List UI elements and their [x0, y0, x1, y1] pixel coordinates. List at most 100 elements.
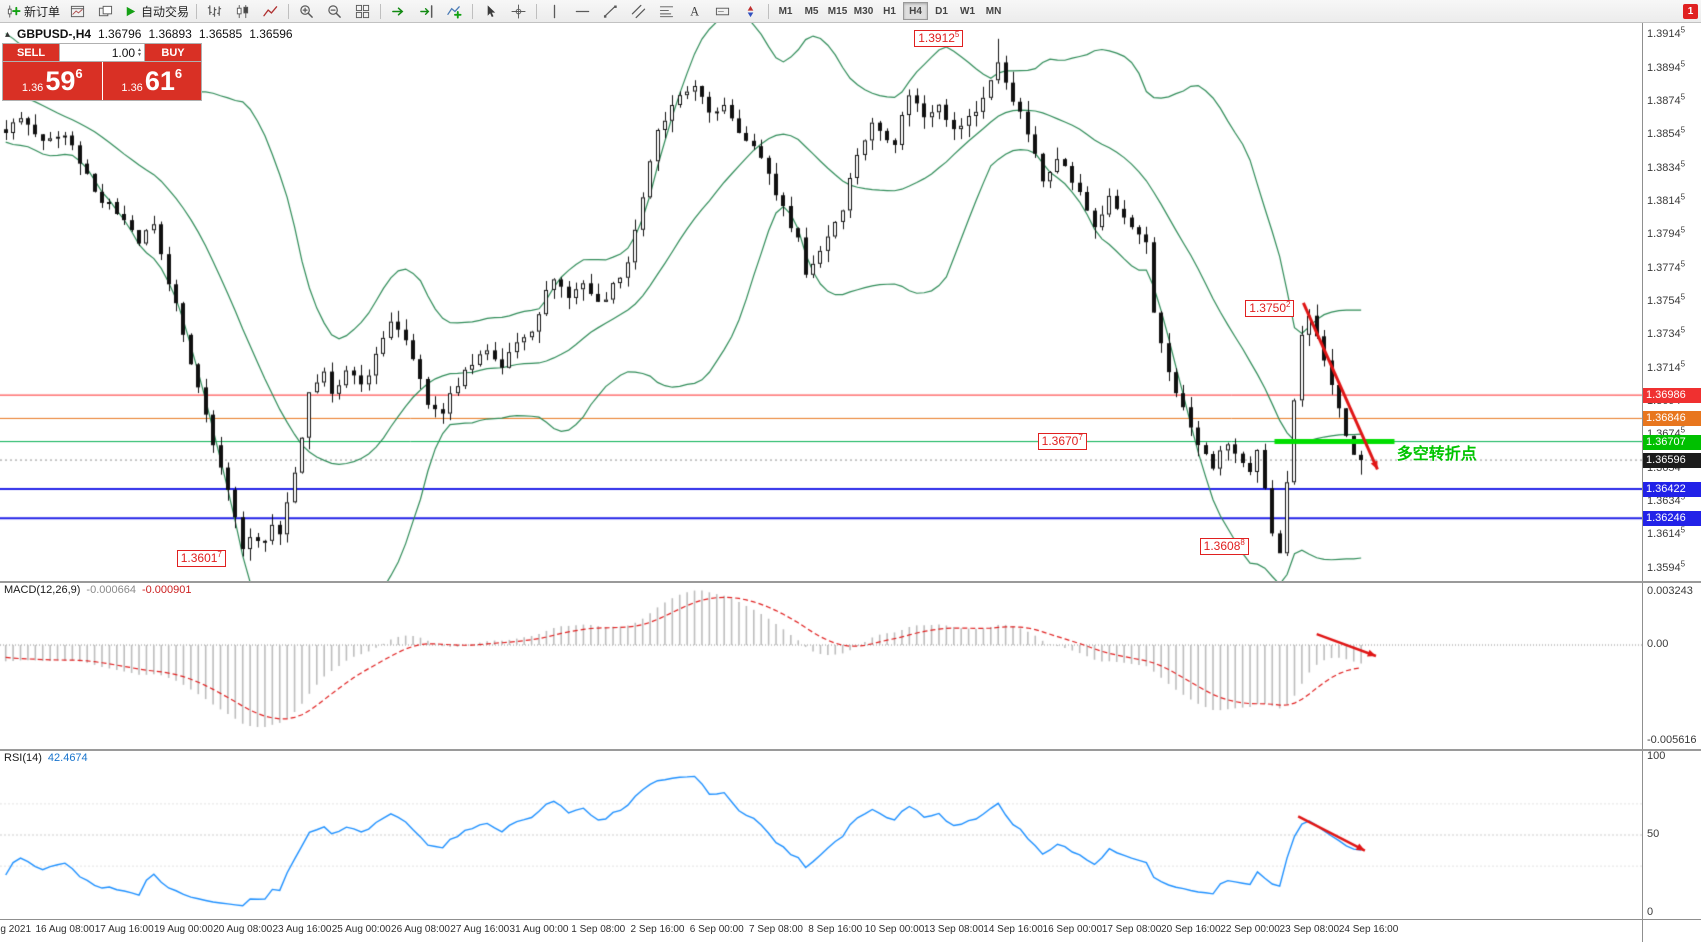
price-chart-canvas[interactable] [0, 23, 1642, 581]
text-button[interactable]: A [681, 1, 708, 22]
timeframe-m15-button[interactable]: M15 [827, 5, 848, 17]
channel-icon [631, 4, 646, 19]
timeframe-m5-button[interactable]: M5 [804, 5, 819, 17]
rsi-plot-area: RSI(14) 42.4674 [0, 751, 1642, 919]
macd-plot-area: MACD(12,26,9) -0.000664 -0.000901 [0, 583, 1642, 749]
toolbar-separator [768, 3, 770, 19]
buy-label: BUY [145, 44, 201, 61]
new-order-label: 新订单 [24, 4, 61, 19]
time-tick-label: 13 Sep 08:00 [924, 924, 984, 935]
time-tick-label: 23 Sep 08:00 [1279, 924, 1340, 935]
level-price-chip: 1.36986 [1643, 388, 1701, 404]
macd-axis-label: 0.003243 [1647, 585, 1693, 597]
indicators-list-button[interactable] [441, 1, 468, 22]
line-chart-button[interactable] [257, 1, 284, 22]
panel-separator[interactable] [0, 749, 1701, 751]
auto-trading-button[interactable]: 自动交易 [120, 1, 192, 22]
macd-axis-label: 0.00 [1647, 638, 1669, 651]
macd-main-value: -0.000664 [86, 584, 136, 596]
timeframe-mn-button[interactable]: MN [985, 5, 1002, 17]
panel-separator[interactable] [0, 581, 1701, 583]
main-toolbar: 新订单 自动交易 A M1 M5 M15 M30 H1 H4 D1 W1 MN 1 [0, 0, 1701, 23]
bar-chart-button[interactable] [201, 1, 228, 22]
candlestick-chart-button[interactable] [229, 1, 256, 22]
chart-shift-icon [419, 4, 434, 19]
time-tick-label: 17 Aug 16:00 [94, 924, 154, 935]
zoom-out-button[interactable] [321, 1, 348, 22]
macd-canvas[interactable] [0, 583, 1642, 749]
rsi-axis[interactable]: 100 50 0 [1642, 751, 1701, 919]
annotation-text[interactable]: 多空转折点 [1396, 445, 1477, 463]
sell-button[interactable]: 1.36 59 6 [3, 62, 102, 100]
price-callout-label[interactable]: 1.37502 [1245, 300, 1295, 318]
price-tick-label: 1.38545 [1647, 125, 1686, 141]
time-tick-label: 31 Aug 00:00 [509, 924, 569, 935]
timeframe-w1-button[interactable]: W1 [960, 5, 976, 17]
sell-price-big: 59 [45, 66, 76, 96]
chart-shift-button[interactable] [413, 1, 440, 22]
text-label-button[interactable] [709, 1, 736, 22]
new-chart-icon [70, 4, 85, 19]
volume-spinner[interactable]: ▲ ▼ [137, 46, 142, 58]
label-icon [715, 4, 730, 19]
macd-signal-value: -0.000901 [141, 584, 192, 596]
zoom-in-button[interactable] [293, 1, 320, 22]
time-tick-label: 20 Sep 16:00 [1161, 924, 1221, 935]
price-tick-label: 1.37745 [1647, 259, 1686, 274]
toolbar-separator [288, 3, 290, 19]
price-axis[interactable]: 1.39145 1.38945 1.38745 1.38545 1.38345 1.381… [1642, 23, 1701, 581]
indicators-icon [447, 4, 462, 19]
ohlc-close: 1.36596 [249, 27, 293, 41]
trendline-button[interactable] [597, 1, 624, 22]
tile-windows-button[interactable] [349, 1, 376, 22]
price-tick-label: 1.38145 [1647, 192, 1686, 208]
rsi-name: RSI(14) [4, 752, 42, 764]
time-tick-label: 17 Sep 08:00 [1101, 924, 1162, 935]
line-chart-icon [263, 4, 278, 19]
timeframe-m1-button[interactable]: M1 [778, 5, 793, 17]
new-order-button[interactable]: 新订单 [3, 1, 63, 22]
crosshair-button[interactable] [505, 1, 532, 22]
sell-price-pip: 6 [75, 66, 83, 81]
cursor-button[interactable] [477, 1, 504, 22]
macd-axis[interactable]: 0.003243 0.00 -0.005616 [1642, 583, 1701, 749]
time-tick-label: 2 Sep 16:00 [630, 924, 685, 935]
buy-button[interactable]: 1.36 61 6 [102, 62, 201, 100]
price-tick-label: 1.36145 [1647, 525, 1686, 541]
price-callout-label[interactable]: 1.36017 [176, 549, 226, 567]
time-tick-label: 27 Aug 16:00 [450, 924, 510, 935]
collapse-panel-icon[interactable]: ▴ [5, 28, 11, 40]
horizontal-line-button[interactable] [569, 1, 596, 22]
timeframe-m30-button[interactable]: M30 [853, 5, 874, 17]
notification-badge[interactable]: 1 [1683, 3, 1698, 19]
fibo-icon [659, 4, 674, 19]
timeframe-h1-button[interactable]: H1 [883, 5, 896, 17]
volume-input[interactable]: 1.00 ▲ ▼ [59, 44, 145, 61]
fibonacci-retracement-button[interactable] [653, 1, 680, 22]
price-callout-label[interactable]: 1.36707 [1037, 432, 1087, 450]
new-chart-button[interactable] [64, 1, 91, 22]
price-tick-label: 1.37145 [1647, 358, 1686, 374]
rsi-axis-label: 100 [1647, 751, 1666, 763]
equidistant-channel-button[interactable] [625, 1, 652, 22]
vertical-line-button[interactable] [541, 1, 568, 22]
profiles-button[interactable] [92, 1, 119, 22]
rsi-axis-label: 50 [1647, 828, 1660, 840]
new-order-icon [6, 4, 21, 19]
profiles-icon [98, 4, 113, 19]
price-callout-label[interactable]: 1.39125 [914, 29, 964, 47]
ohlc-high: 1.36893 [148, 27, 192, 41]
price-callout-label[interactable]: 1.36088 [1199, 537, 1249, 555]
tile-windows-icon [355, 4, 370, 19]
buy-price-pip: 6 [174, 66, 183, 81]
price-tick-label: 1.37545 [1647, 292, 1686, 307]
rsi-axis-label: 0 [1647, 905, 1654, 918]
time-tick-label: 22 Sep 00:00 [1220, 924, 1280, 935]
timeframe-d1-button[interactable]: D1 [935, 5, 948, 17]
auto-scroll-button[interactable] [385, 1, 412, 22]
zoom-out-icon [327, 4, 342, 19]
timeframe-h4-button[interactable]: H4 [903, 2, 929, 20]
rsi-canvas[interactable] [0, 751, 1642, 919]
arrows-button[interactable] [737, 1, 764, 22]
